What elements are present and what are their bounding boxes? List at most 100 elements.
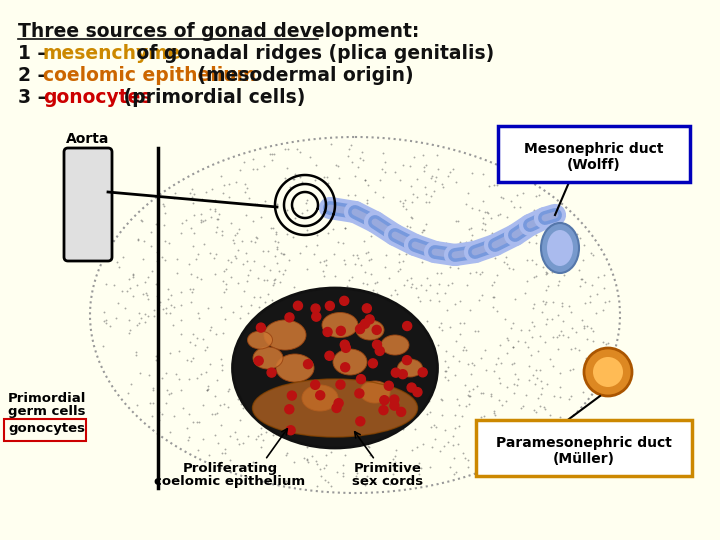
Point <box>307 431 318 440</box>
Point <box>393 250 405 259</box>
Point <box>315 472 327 481</box>
Point <box>265 421 276 430</box>
Point <box>541 314 553 323</box>
Ellipse shape <box>360 381 390 403</box>
Point <box>197 217 209 226</box>
Point <box>454 319 465 327</box>
Point <box>423 379 434 388</box>
Point <box>493 374 505 382</box>
Point <box>523 325 534 334</box>
Point <box>250 200 261 208</box>
Point <box>489 254 500 262</box>
Point <box>259 298 271 307</box>
Point <box>508 389 519 397</box>
Point <box>258 261 269 270</box>
Point <box>406 446 418 455</box>
Point <box>145 227 157 236</box>
Point <box>202 384 214 393</box>
Point <box>585 298 596 306</box>
Point <box>277 393 289 402</box>
Point <box>587 251 598 260</box>
Point <box>560 262 572 271</box>
Point <box>459 454 470 463</box>
Point <box>176 219 188 228</box>
Point <box>417 226 428 235</box>
Point <box>511 191 523 199</box>
Point <box>480 366 492 375</box>
Point <box>241 257 253 266</box>
Point <box>473 206 485 214</box>
Point <box>275 413 287 421</box>
Point <box>598 338 609 346</box>
Point <box>138 290 149 299</box>
Circle shape <box>294 301 302 310</box>
Point <box>186 269 197 278</box>
Point <box>214 210 225 218</box>
Point <box>271 259 282 267</box>
Point <box>466 230 477 239</box>
Point <box>324 199 336 207</box>
FancyBboxPatch shape <box>4 419 86 441</box>
Point <box>476 290 487 299</box>
Point <box>257 247 269 255</box>
Point <box>233 246 244 255</box>
Point <box>323 388 335 396</box>
Point <box>474 269 486 278</box>
Point <box>338 255 350 264</box>
Point <box>532 394 544 402</box>
Point <box>411 443 423 451</box>
Point <box>303 307 315 315</box>
Point <box>464 306 476 314</box>
Point <box>388 368 400 377</box>
Point <box>176 228 187 237</box>
Point <box>287 324 298 333</box>
Point <box>547 333 559 342</box>
Point <box>336 388 348 396</box>
Point <box>239 463 251 471</box>
Point <box>266 320 278 329</box>
Point <box>591 365 603 374</box>
Point <box>552 310 564 319</box>
Point <box>318 256 330 265</box>
Point <box>123 329 135 338</box>
Point <box>531 366 542 375</box>
Point <box>293 369 305 378</box>
Point <box>288 458 300 467</box>
Point <box>326 347 338 355</box>
Point <box>481 208 492 217</box>
Point <box>135 369 146 377</box>
Point <box>360 249 372 258</box>
Point <box>577 255 588 264</box>
Point <box>220 285 232 294</box>
Point <box>320 451 332 460</box>
Point <box>98 316 109 325</box>
Point <box>354 413 365 422</box>
Point <box>494 175 505 184</box>
Point <box>578 323 590 332</box>
Circle shape <box>311 380 320 389</box>
Point <box>342 191 354 199</box>
Point <box>270 252 282 261</box>
Point <box>401 250 413 259</box>
Point <box>217 276 229 285</box>
Point <box>192 374 203 382</box>
Circle shape <box>286 426 295 435</box>
Point <box>558 271 570 279</box>
Point <box>193 418 204 427</box>
Point <box>475 389 487 398</box>
Point <box>507 342 518 351</box>
Point <box>491 440 503 448</box>
Point <box>534 402 545 411</box>
Point <box>458 342 469 351</box>
Point <box>364 474 376 482</box>
Point <box>160 309 171 318</box>
Point <box>523 342 534 351</box>
Point <box>392 301 404 310</box>
Point <box>145 241 156 250</box>
Point <box>554 413 565 422</box>
Point <box>173 374 184 383</box>
Point <box>406 345 418 354</box>
Point <box>160 369 171 377</box>
Point <box>531 408 542 416</box>
Point <box>192 272 203 281</box>
